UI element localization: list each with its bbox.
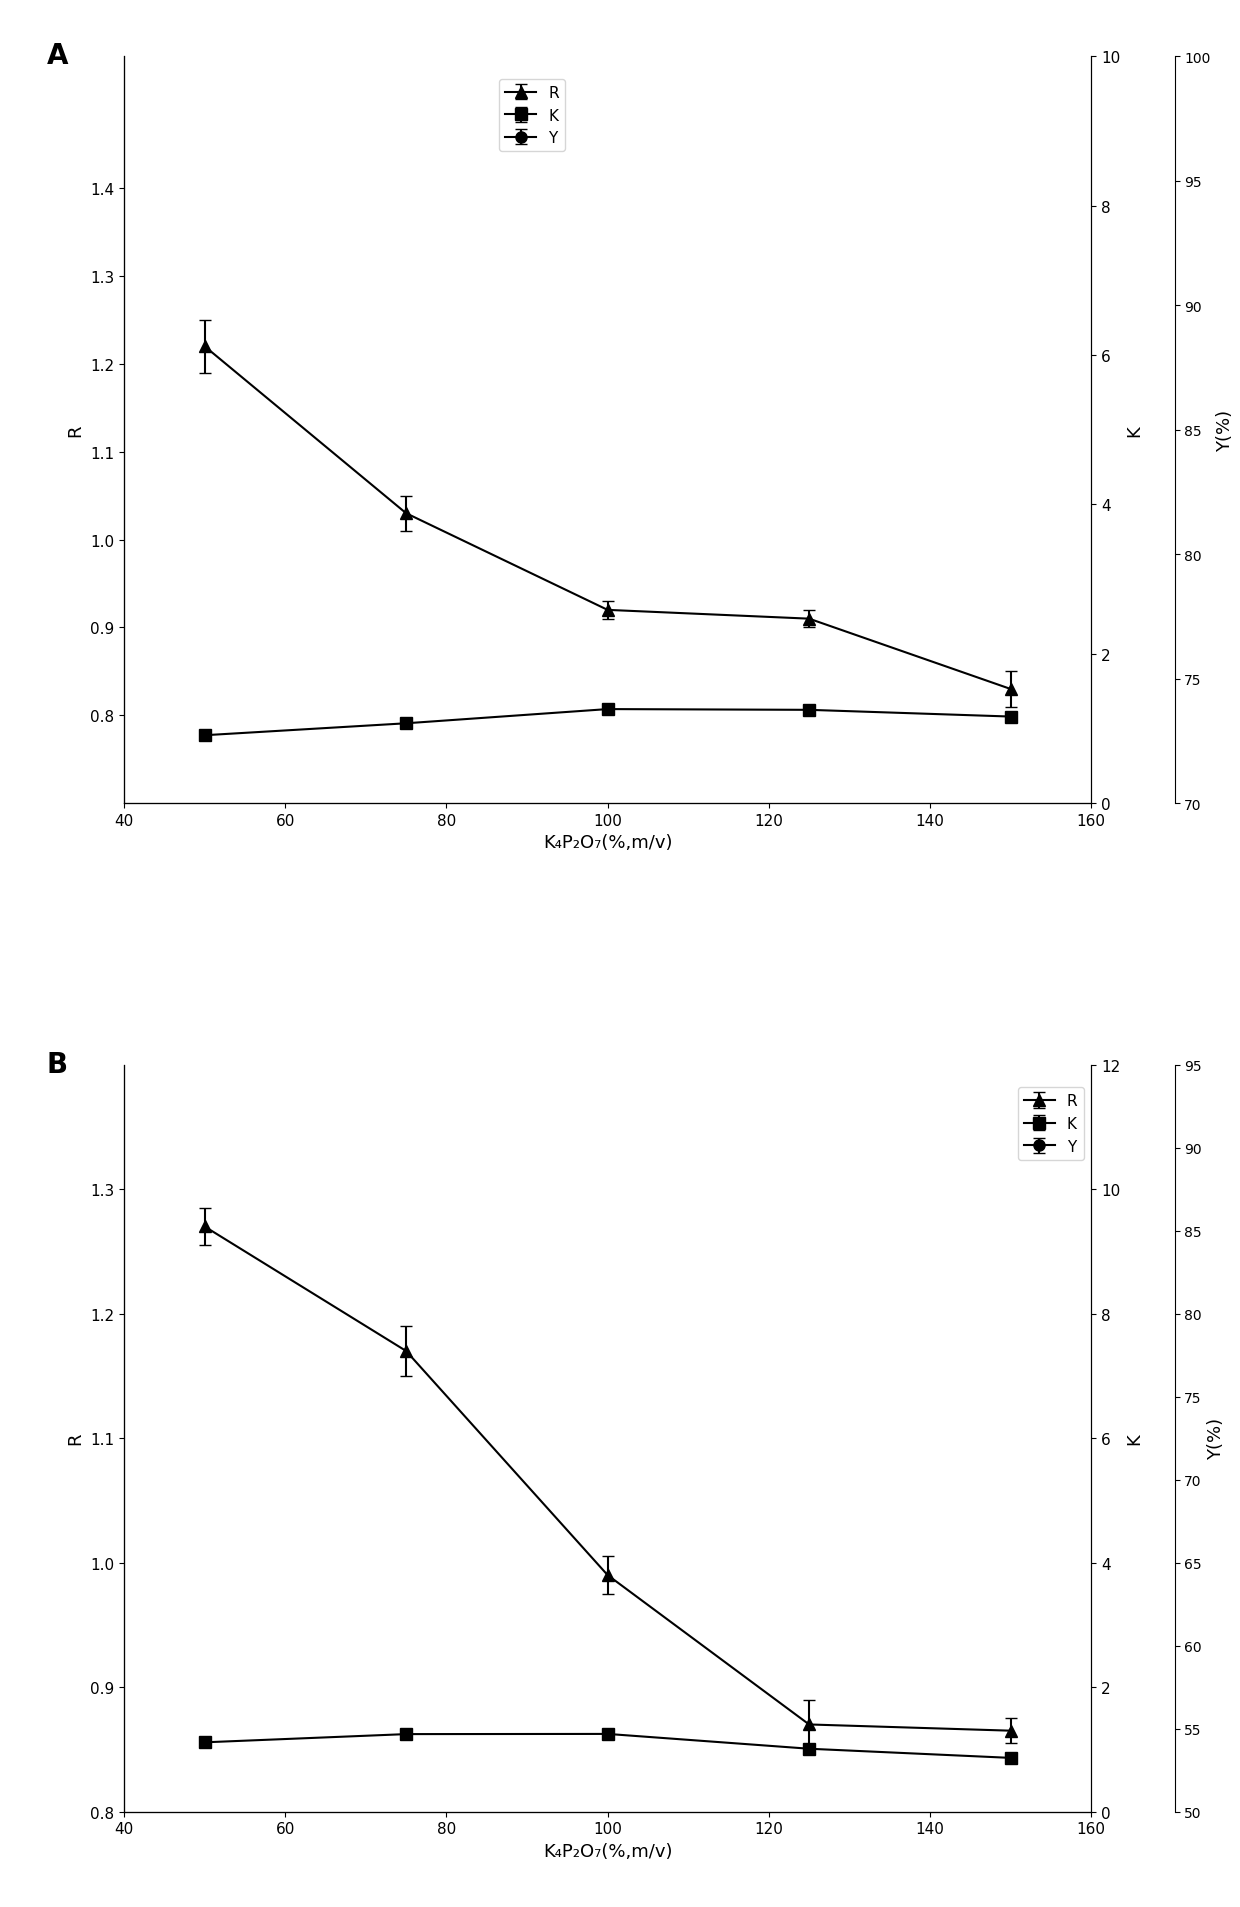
X-axis label: K₄P₂O₇(%,m/v): K₄P₂O₇(%,m/v): [543, 833, 672, 852]
Legend: R, K, Y: R, K, Y: [500, 80, 564, 153]
Y-axis label: R: R: [67, 1432, 84, 1446]
Y-axis label: K: K: [1126, 425, 1143, 437]
X-axis label: K₄P₂O₇(%,m/v): K₄P₂O₇(%,m/v): [543, 1842, 672, 1859]
Y-axis label: Y(%): Y(%): [1216, 410, 1234, 452]
Text: B: B: [47, 1051, 68, 1077]
Legend: R, K, Y: R, K, Y: [1018, 1087, 1084, 1159]
Text: A: A: [47, 42, 68, 71]
Y-axis label: Y(%): Y(%): [1208, 1417, 1225, 1459]
Y-axis label: R: R: [67, 423, 84, 437]
Y-axis label: K: K: [1126, 1432, 1143, 1444]
